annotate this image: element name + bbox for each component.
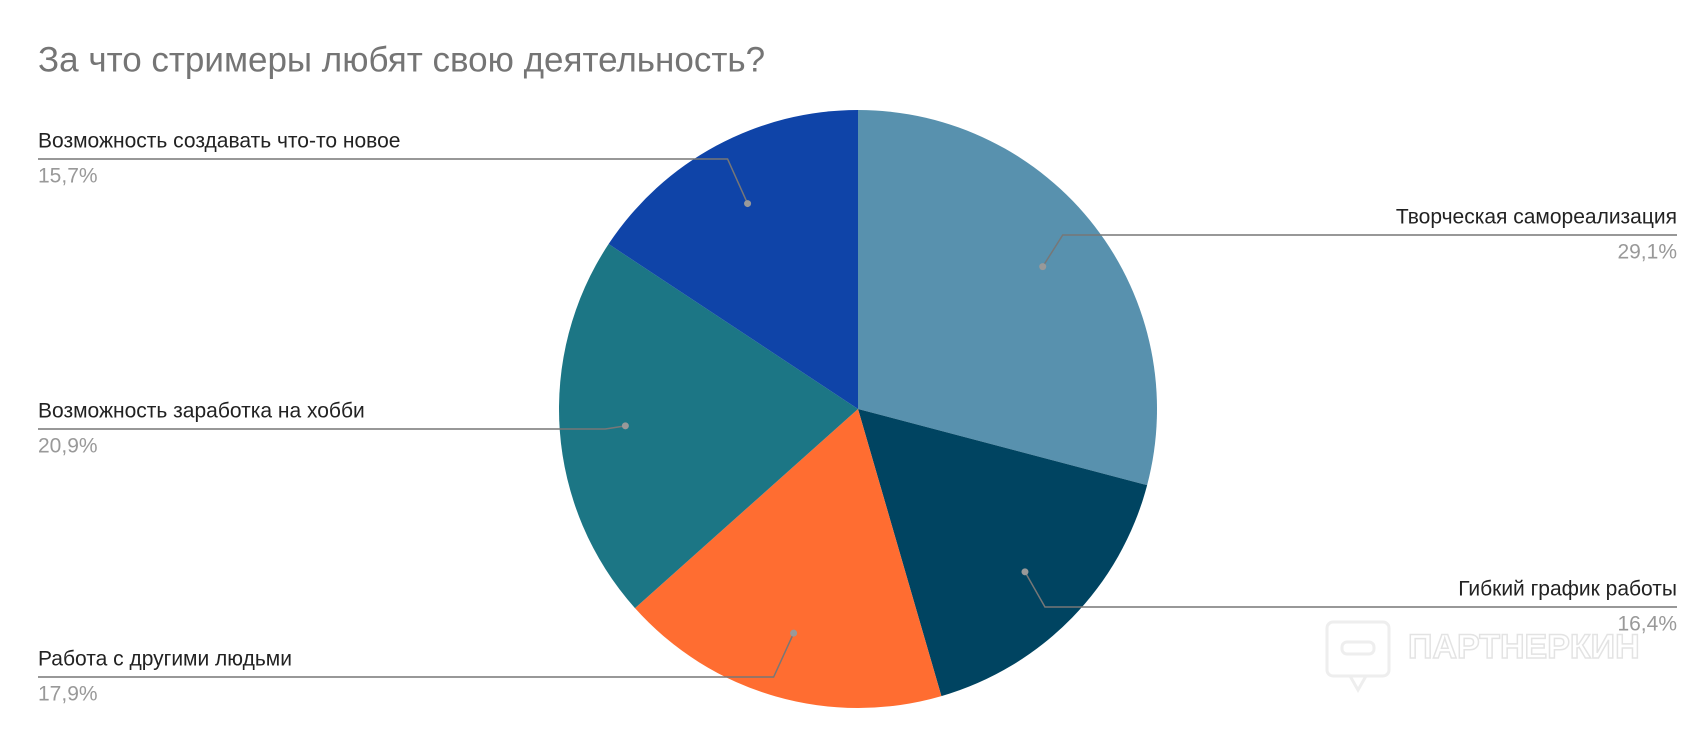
- chart-title: За что стримеры любят свою деятельность?: [38, 40, 765, 79]
- leader-dot: [621, 422, 629, 430]
- leader-dot: [744, 200, 752, 208]
- value-label: 20,9%: [38, 435, 98, 458]
- leader-line: [38, 425, 626, 430]
- pie-slice: [858, 409, 1148, 697]
- leader-dot: [1021, 568, 1029, 576]
- value-label: 16,4%: [1617, 613, 1677, 636]
- leader-line: [38, 632, 795, 678]
- watermark: ПАРТНЕРКИН: [1408, 628, 1640, 666]
- watermark-logo: [1325, 620, 1391, 694]
- value-label: 15,7%: [38, 165, 98, 188]
- slice-label: Возможность заработка на хобби: [38, 400, 365, 423]
- pie-slice: [634, 409, 942, 708]
- pie-slice: [559, 244, 858, 609]
- slice-label: Гибкий график работы: [1458, 578, 1677, 601]
- leader-dot: [790, 629, 798, 637]
- leader-line: [1042, 234, 1677, 268]
- slice-label: Работа с другими людьми: [38, 648, 292, 671]
- leader-dot: [1039, 263, 1047, 271]
- value-label: 17,9%: [38, 683, 98, 706]
- pie-slice: [858, 110, 1157, 486]
- leader-line: [38, 158, 749, 204]
- slice-label: Творческая самореализация: [1396, 206, 1677, 229]
- pie-slice: [608, 110, 858, 409]
- slice-label: Возможность создавать что-то новое: [38, 130, 400, 153]
- leader-line: [1024, 571, 1677, 608]
- value-label: 29,1%: [1617, 241, 1677, 264]
